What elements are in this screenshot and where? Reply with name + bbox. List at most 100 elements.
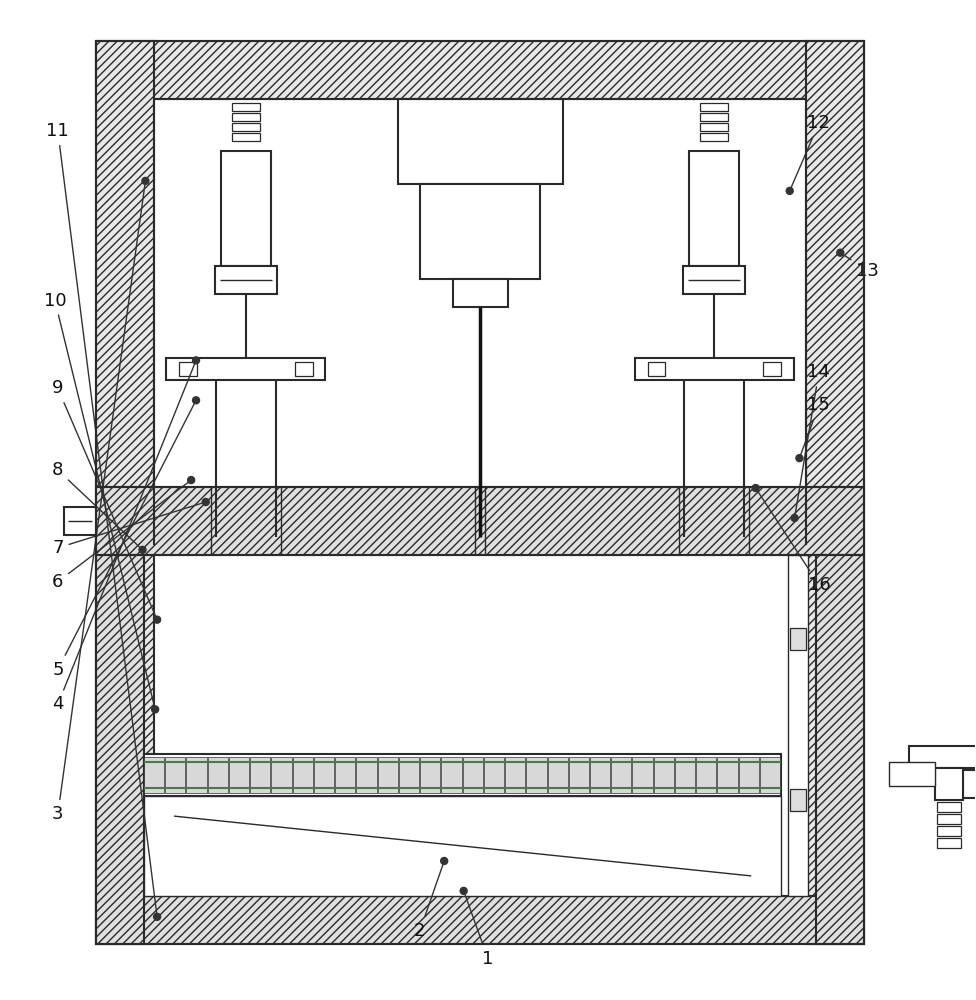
Bar [937,826,960,836]
Bar [526,757,547,793]
Bar [505,757,525,793]
Text: 8: 8 [52,461,141,548]
Bar [96,41,154,944]
Text: 1: 1 [465,893,494,968]
Bar [760,757,780,793]
Bar [937,814,960,824]
Circle shape [796,455,803,462]
Circle shape [792,514,798,521]
Bar [231,133,260,141]
Bar [64,507,96,535]
Bar [208,757,228,793]
Bar [791,628,806,650]
Text: 14: 14 [795,363,831,515]
Bar [632,757,653,793]
Circle shape [151,706,159,713]
Text: 12: 12 [791,114,831,188]
Bar [701,103,728,111]
Circle shape [192,397,199,404]
Text: 11: 11 [47,122,157,914]
Bar [647,362,666,376]
Bar [701,133,728,141]
Bar [96,896,864,944]
Bar [634,358,794,380]
Text: 15: 15 [800,396,831,456]
Bar [689,151,739,266]
Bar [144,757,164,793]
Bar [791,789,806,811]
Text: 7: 7 [52,503,203,557]
Bar [611,757,631,793]
Bar [221,151,270,266]
Circle shape [153,616,161,623]
Bar [231,123,260,131]
Bar [569,757,589,793]
Bar [739,757,759,793]
Text: 4: 4 [52,363,195,713]
Bar [816,555,864,944]
Bar [314,757,334,793]
Bar [763,362,781,376]
Text: 3: 3 [52,184,145,823]
Circle shape [142,177,149,184]
Circle shape [187,477,194,484]
Bar [789,555,808,896]
Bar [683,266,746,294]
Circle shape [441,857,448,864]
Circle shape [787,187,793,194]
Bar [335,757,355,793]
Bar [548,757,568,793]
Text: 5: 5 [52,403,195,679]
Bar [378,757,398,793]
Bar [701,123,728,131]
Bar [271,757,292,793]
Bar [937,802,960,812]
Bar [421,184,540,279]
Bar [441,757,462,793]
Bar [231,113,260,121]
Bar [399,757,419,793]
Bar [96,41,864,99]
Bar [186,757,207,793]
Bar [453,279,508,307]
Bar [96,487,864,555]
Text: 6: 6 [52,482,189,591]
Text: 13: 13 [842,254,879,280]
Bar [250,757,270,793]
Circle shape [202,499,209,505]
Bar [675,757,695,793]
Bar [215,266,276,294]
Circle shape [836,249,844,256]
Bar [165,757,185,793]
Bar [420,757,440,793]
Bar [166,358,325,380]
Text: 16: 16 [757,490,831,594]
Text: 9: 9 [52,379,156,617]
Bar [144,796,781,896]
Circle shape [192,357,199,364]
Circle shape [139,546,146,553]
Bar [654,757,674,793]
Bar [463,757,483,793]
Bar [179,362,197,376]
Text: 2: 2 [414,864,443,940]
Circle shape [153,913,161,920]
Bar [295,362,312,376]
Bar [229,757,249,793]
Bar [590,757,610,793]
Bar [231,103,260,111]
Bar [293,757,313,793]
Bar [696,757,716,793]
Text: 10: 10 [44,292,154,707]
Bar [909,746,976,768]
Bar [398,99,563,184]
Bar [701,113,728,121]
Bar [935,768,962,800]
Bar [484,757,504,793]
Bar [806,41,864,944]
Bar [144,754,781,796]
Circle shape [460,887,468,894]
Bar [889,762,935,786]
Circle shape [752,485,759,492]
Bar [937,838,960,848]
